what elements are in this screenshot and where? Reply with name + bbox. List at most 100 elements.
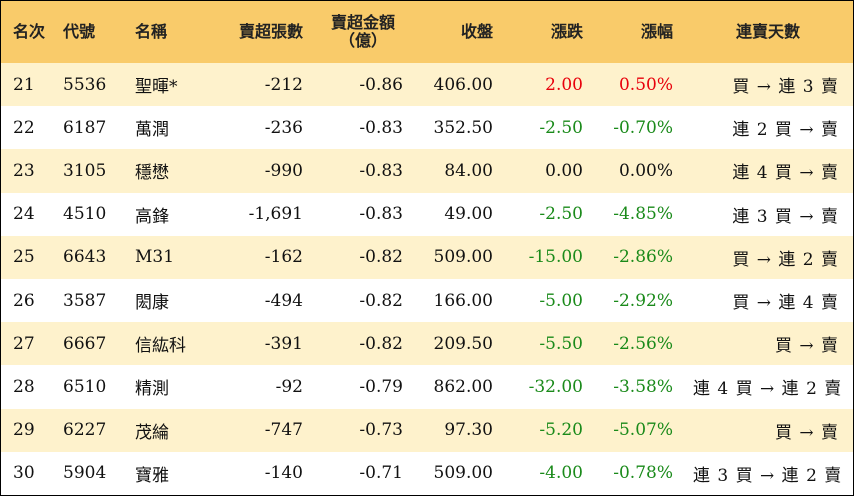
cell-name: 信紘科 [135, 336, 186, 357]
cell-net-amount: -0.79 [359, 376, 403, 397]
cell-change: -5.50 [539, 333, 583, 354]
table-header: 名次 代號 名稱 賣超張數 賣超金額 （億） 收盤 漲跌 漲幅 連賣天數 [1, 1, 853, 63]
header-row: 名次 代號 名稱 賣超張數 賣超金額 （億） 收盤 漲跌 漲幅 連賣天數 [1, 1, 853, 63]
cell-code: 3105 [63, 160, 107, 181]
cell-streak: 連 4 買 → 連 2 賣 [693, 379, 843, 400]
cell-rank: 30 [13, 463, 35, 484]
cell-name: 萬潤 [135, 120, 169, 141]
cell-streak: 買 → 連 4 賣 [732, 293, 839, 314]
table-row: 28 6510 精測 -92 -0.79 862.00 -32.00 -3.58% 連 4 買 … [1, 365, 853, 409]
cell-change: -2.50 [539, 117, 583, 138]
cell-net-amount: -0.83 [359, 117, 403, 138]
cell-net-lots: -140 [264, 463, 303, 484]
cell-net-amount: -0.86 [359, 74, 403, 95]
cell-streak: 連 4 買 → 賣 [732, 163, 839, 184]
cell-name: M31 [135, 247, 175, 268]
cell-rank: 29 [13, 420, 35, 441]
cell-pct: 0.00% [618, 160, 673, 181]
cell-streak: 買 → 連 2 賣 [732, 249, 839, 270]
cell-change: -15.00 [528, 247, 583, 268]
cell-close: 97.30 [444, 420, 493, 441]
cell-code: 6643 [63, 247, 107, 268]
header-net-amount: 賣超金額 （億） [313, 1, 413, 63]
table-row: 29 6227 茂綸 -747 -0.73 97.30 -5.20 -5.07% 買 → 賣 [1, 408, 853, 452]
cell-code: 6227 [63, 420, 107, 441]
cell-pct: -0.78% [613, 463, 673, 484]
cell-pct: -2.92% [613, 290, 673, 311]
cell-rank: 26 [13, 290, 35, 311]
cell-net-lots: -494 [264, 290, 303, 311]
table-row: 24 4510 高鋒 -1,691 -0.83 49.00 -2.50 -4.85% 連 3 買… [1, 192, 853, 236]
cell-name: 茂綸 [135, 422, 169, 443]
cell-streak: 連 3 買 → 連 2 賣 [693, 465, 843, 486]
cell-net-amount: -0.82 [359, 290, 403, 311]
cell-close: 84.00 [444, 160, 493, 181]
cell-streak: 連 3 買 → 賣 [732, 206, 839, 227]
header-net-lots: 賣超張數 [238, 22, 303, 41]
cell-change: -4.00 [539, 463, 583, 484]
cell-change: 0.00 [545, 160, 583, 181]
cell-change: -2.50 [539, 204, 583, 225]
cell-net-amount: -0.83 [359, 160, 403, 181]
cell-net-amount: -0.82 [359, 247, 403, 268]
cell-net-lots: -1,691 [248, 204, 303, 225]
cell-net-lots: -92 [275, 376, 303, 397]
table-row: 21 5536 聖暉* -212 -0.86 406.00 2.00 0.50% 買 → 連 3… [1, 63, 853, 107]
cell-change: -32.00 [528, 376, 583, 397]
table-row: 26 3587 閎康 -494 -0.82 166.00 -5.00 -2.92% 買 → 連 … [1, 278, 853, 323]
cell-net-amount: -0.71 [359, 463, 403, 484]
cell-pct: -5.07% [613, 420, 673, 441]
cell-close: 509.00 [433, 463, 493, 484]
cell-net-lots: -162 [264, 247, 303, 268]
cell-streak: 買 → 連 3 賣 [732, 77, 839, 98]
cell-net-lots: -747 [264, 420, 303, 441]
cell-close: 166.00 [433, 290, 493, 311]
header-net-amount-line1: 賣超金額 [330, 13, 395, 32]
table-body: 21 5536 聖暉* -212 -0.86 406.00 2.00 0.50% 買 → 連 3… [1, 63, 853, 495]
cell-code: 6187 [63, 117, 107, 138]
table-row: 27 6667 信紘科 -391 -0.82 209.50 -5.50 -2.56% 買 → 賣 [1, 322, 853, 366]
cell-pct: -0.70% [613, 117, 673, 138]
cell-name: 寶雅 [135, 465, 169, 486]
header-pct: 漲幅 [640, 22, 673, 41]
table-row: 30 5904 寶雅 -140 -0.71 509.00 -4.00 -0.78% 連 3 買 … [1, 451, 853, 495]
cell-net-lots: -236 [264, 117, 303, 138]
cell-rank: 23 [13, 160, 35, 181]
cell-change: -5.20 [539, 420, 583, 441]
cell-streak: 連 2 買 → 賣 [732, 120, 839, 141]
header-close: 收盤 [460, 22, 493, 41]
cell-code: 4510 [63, 204, 107, 225]
cell-net-lots: -212 [264, 74, 303, 95]
cell-close: 209.50 [433, 333, 493, 354]
cell-pct: -3.58% [613, 376, 673, 397]
cell-rank: 27 [13, 333, 35, 354]
cell-pct: -2.56% [613, 333, 673, 354]
cell-code: 6667 [63, 333, 107, 354]
cell-pct: -4.85% [613, 204, 673, 225]
cell-code: 6510 [63, 376, 107, 397]
cell-name: 高鋒 [135, 206, 169, 227]
cell-rank: 24 [13, 204, 35, 225]
cell-rank: 25 [13, 247, 35, 268]
cell-streak: 買 → 賣 [774, 336, 839, 357]
cell-pct: 0.50% [618, 74, 673, 95]
cell-close: 352.50 [433, 117, 493, 138]
cell-code: 5536 [63, 74, 107, 95]
cell-close: 49.00 [444, 204, 493, 225]
cell-name: 閎康 [135, 293, 169, 314]
cell-net-lots: -391 [264, 333, 303, 354]
cell-net-amount: -0.82 [359, 333, 403, 354]
cell-name: 穩懋 [135, 163, 169, 184]
cell-close: 406.00 [433, 74, 493, 95]
cell-change: -5.00 [539, 290, 583, 311]
cell-code: 5904 [63, 463, 107, 484]
cell-net-amount: -0.73 [359, 420, 403, 441]
cell-change: 2.00 [545, 74, 583, 95]
table-row: 25 6643 M31 -162 -0.82 509.00 -15.00 -2.86% 買 → … [1, 235, 853, 279]
header-code: 代號 [63, 22, 96, 41]
table-row: 22 6187 萬潤 -236 -0.83 352.50 -2.50 -0.70% 連 2 買 … [1, 106, 853, 150]
header-name: 名稱 [135, 22, 168, 41]
cell-rank: 22 [13, 117, 35, 138]
